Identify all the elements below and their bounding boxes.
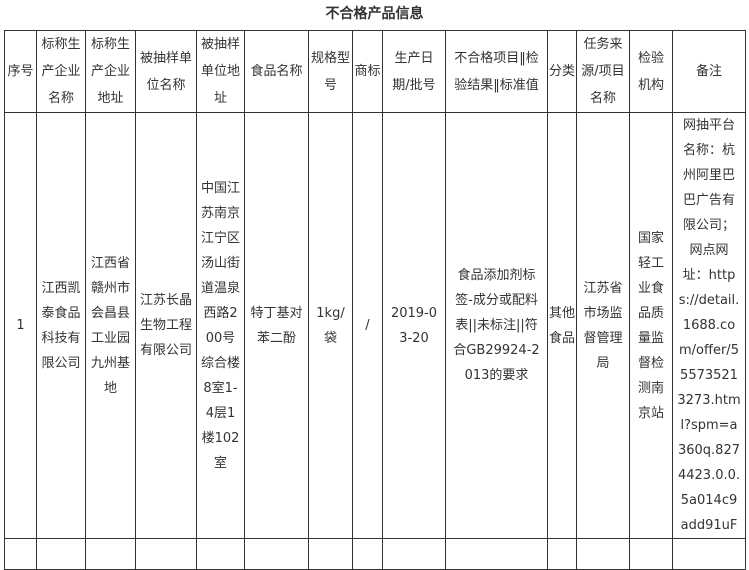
- cell-empty: [547, 538, 577, 570]
- table-header: 序号 标称生产企业名称 标称生产企业地址 被抽样单位名称 被抽样单位地址 食品名…: [4, 30, 746, 113]
- cell-empty: [244, 538, 309, 570]
- cell-labeled-producer-name: 江西凯泰食品科技有限公司: [36, 112, 86, 539]
- cell-inspection-agency: 国家轻工业食品质量监督检测南京站: [629, 112, 673, 539]
- cell-empty: [135, 538, 197, 570]
- cell-remarks: 网抽平台名称：杭州阿里巴巴广告有限公司；网点网址：https://detail.…: [672, 112, 746, 539]
- cell-labeled-producer-address: 江西省赣州市会昌县工业园九州基地: [85, 112, 136, 539]
- page-title: 不合格产品信息: [325, 6, 424, 22]
- table-body: 1 江西凯泰食品科技有限公司 江西省赣州市会昌县工业园九州基地 江苏长晶生物工程…: [4, 112, 746, 570]
- cell-empty: [629, 538, 673, 570]
- cell-seq-number: 1: [4, 112, 37, 539]
- cell-sampled-unit-address: 中国江苏南京江宁区汤山街道温泉西路200号综合楼8室1-4层1楼102室: [196, 112, 245, 539]
- table-row-partial: [4, 538, 746, 570]
- column-header-remarks: 备注: [672, 30, 746, 113]
- table-row: 1 江西凯泰食品科技有限公司 江西省赣州市会昌县工业园九州基地 江苏长晶生物工程…: [4, 112, 746, 539]
- cell-production-date-batch: 2019-03-20: [382, 112, 446, 539]
- column-header-category: 分类: [547, 30, 577, 113]
- cell-empty: [576, 538, 630, 570]
- nonconforming-products-table: 序号 标称生产企业名称 标称生产企业地址 被抽样单位名称 被抽样单位地址 食品名…: [4, 30, 746, 570]
- cell-empty: [36, 538, 86, 570]
- column-header-failed-item-result-standard: 不合格项目‖检验结果‖标准值: [445, 30, 548, 113]
- cell-empty: [382, 538, 446, 570]
- cell-food-name: 特丁基对苯二酚: [244, 112, 309, 539]
- column-header-food-name: 食品名称: [244, 30, 309, 113]
- column-header-inspection-agency: 检验机构: [629, 30, 673, 113]
- cell-trademark: /: [352, 112, 383, 539]
- cell-empty: [352, 538, 383, 570]
- cell-empty: [196, 538, 245, 570]
- column-header-task-source-project: 任务来源/项目名称: [576, 30, 630, 113]
- header-row: 序号 标称生产企业名称 标称生产企业地址 被抽样单位名称 被抽样单位地址 食品名…: [4, 30, 746, 113]
- column-header-trademark: 商标: [352, 30, 383, 113]
- cell-empty: [445, 538, 548, 570]
- cell-empty: [308, 538, 353, 570]
- column-header-labeled-producer-address: 标称生产企业地址: [85, 30, 136, 113]
- column-header-labeled-producer-name: 标称生产企业名称: [36, 30, 86, 113]
- cell-failed-item-result-standard: 食品添加剂标签-成分或配料表||未标注||符合GB29924-2013的要求: [445, 112, 548, 539]
- cell-empty: [672, 538, 746, 570]
- column-header-seq-number: 序号: [4, 30, 37, 113]
- cell-sampled-unit-name: 江苏长晶生物工程有限公司: [135, 112, 197, 539]
- column-header-sampled-unit-name: 被抽样单位名称: [135, 30, 197, 113]
- cell-task-source-project: 江苏省市场监督管理局: [576, 112, 630, 539]
- cell-empty: [85, 538, 136, 570]
- column-header-sampled-unit-address: 被抽样单位地址: [196, 30, 245, 113]
- cell-spec-model: 1kg/袋: [308, 112, 353, 539]
- column-header-spec-model: 规格型号: [308, 30, 353, 113]
- cell-empty: [4, 538, 37, 570]
- cell-category: 其他食品: [547, 112, 577, 539]
- column-header-production-date-batch: 生产日期/批号: [382, 30, 446, 113]
